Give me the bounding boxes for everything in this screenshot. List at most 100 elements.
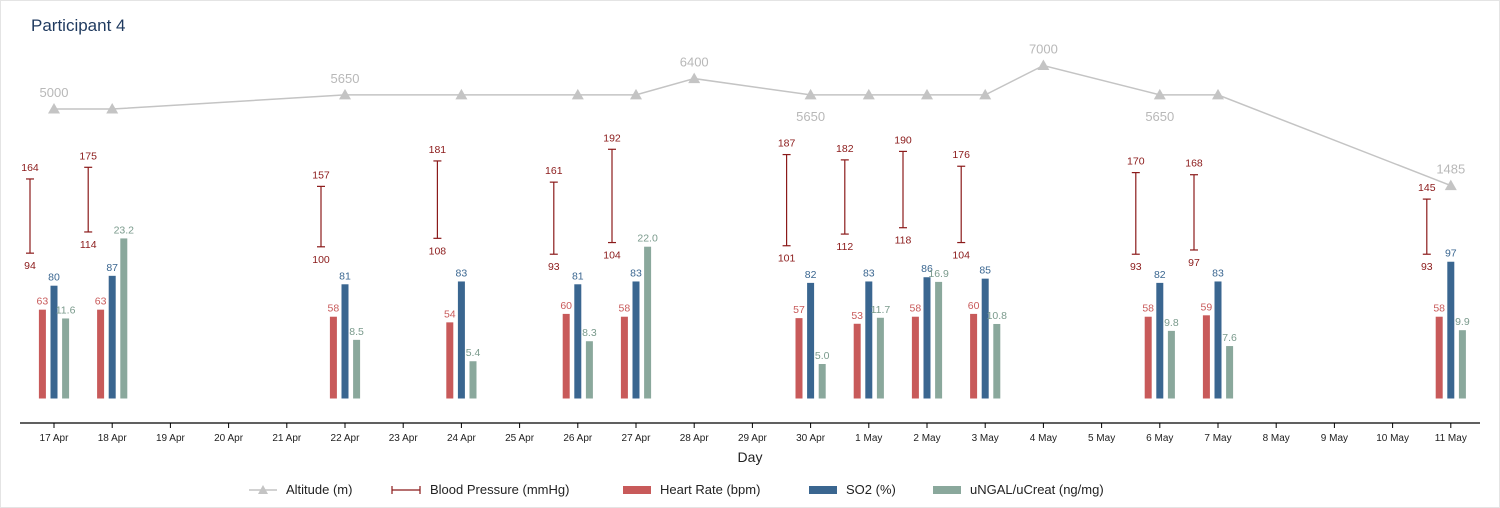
so2-bar (50, 285, 58, 399)
bp-diastolic-label: 101 (778, 253, 796, 265)
x-tick-label: 11 May (1435, 433, 1467, 444)
ungal-bar (935, 281, 943, 399)
so2-value-label: 83 (456, 267, 468, 279)
ungal-value-label: 5.0 (815, 350, 830, 362)
legend-label-heart-rate: Heart Rate (bpm) (660, 482, 761, 497)
so2-bar (574, 284, 582, 399)
legend-altitude-marker (249, 484, 277, 494)
ungal-bar (585, 341, 593, 399)
heart-rate-bar (853, 323, 861, 399)
bp-systolic-label: 168 (1185, 158, 1203, 170)
ungal-bar (993, 323, 1001, 399)
altitude-label: 5650 (331, 71, 360, 86)
so2-bar (923, 277, 931, 399)
legend-ungal-swatch (933, 485, 961, 494)
x-tick-label: 23 Apr (389, 433, 419, 444)
ungal-value-label: 10.8 (987, 310, 1008, 322)
altitude-point (1444, 179, 1457, 191)
legend-so2-swatch (809, 485, 837, 494)
bp-diastolic-label: 104 (952, 250, 970, 262)
so2-value-label: 86 (921, 263, 933, 275)
so2-bar (457, 281, 465, 399)
x-tick-label: 1 May (855, 433, 882, 444)
heart-rate-value-label: 63 (37, 296, 49, 308)
bp-diastolic-label: 104 (603, 250, 621, 262)
ungal-value-label: 5.4 (466, 347, 481, 359)
so2-bar (1156, 282, 1164, 399)
so2-value-label: 81 (339, 270, 351, 282)
bp-systolic-label: 181 (429, 144, 447, 156)
bp-systolic-label: 164 (21, 162, 39, 174)
heart-rate-value-label: 58 (328, 303, 340, 315)
altitude-point (630, 88, 642, 100)
ungal-value-label: 8.5 (349, 326, 364, 338)
so2-value-label: 97 (1445, 248, 1457, 260)
x-tick-label: 22 Apr (331, 433, 361, 444)
heart-rate-bar (97, 309, 105, 399)
legend-label-altitude: Altitude (m) (286, 482, 353, 497)
altitude-point (804, 88, 817, 100)
heart-rate-value-label: 59 (1201, 301, 1213, 313)
heart-rate-value-label: 54 (444, 308, 456, 320)
altitude-label: 5650 (796, 109, 825, 124)
ungal-value-label: 7.6 (1222, 332, 1237, 344)
bp-systolic-label: 192 (603, 132, 621, 144)
ungal-value-label: 11.7 (871, 304, 891, 316)
ungal-bar (876, 317, 884, 399)
ungal-value-label: 16.9 (928, 268, 949, 280)
x-tick-label: 20 Apr (214, 433, 244, 444)
altitude-label: 5000 (40, 85, 69, 100)
heart-rate-value-label: 57 (793, 304, 805, 316)
x-tick-label: 29 Apr (738, 433, 768, 444)
bp-diastolic-label: 118 (895, 235, 912, 247)
altitude-label: 5650 (1145, 109, 1174, 124)
heart-rate-value-label: 58 (1433, 303, 1445, 315)
bp-systolic-label: 190 (894, 134, 912, 146)
altitude-point (979, 88, 992, 100)
x-tick-label: 9 May (1321, 433, 1348, 444)
heart-rate-bar (446, 322, 454, 399)
altitude-label: 1485 (1436, 162, 1465, 177)
bp-diastolic-label: 93 (1130, 261, 1142, 273)
heart-rate-bar (911, 316, 919, 399)
so2-value-label: 83 (863, 267, 875, 279)
so2-value-label: 81 (572, 270, 584, 282)
legend-blood-pressure-marker (391, 485, 421, 494)
so2-value-label: 82 (1154, 269, 1166, 281)
bp-systolic-label: 157 (312, 169, 330, 181)
so2-bar (632, 281, 640, 399)
x-axis-title: Day (738, 449, 763, 465)
ungal-value-label: 11.6 (56, 304, 76, 316)
bp-systolic-label: 161 (545, 165, 563, 177)
x-tick-label: 10 May (1376, 433, 1409, 444)
altitude-point (48, 103, 60, 114)
so2-bar (341, 284, 349, 399)
bp-diastolic-label: 93 (1421, 261, 1433, 273)
x-tick-label: 18 Apr (98, 433, 128, 444)
bp-diastolic-label: 93 (548, 261, 560, 273)
x-tick-label: 26 Apr (563, 433, 593, 444)
heart-rate-bar (562, 313, 570, 399)
altitude-point (921, 88, 933, 100)
ungal-value-label: 22.0 (637, 233, 658, 245)
heart-rate-bar (1202, 315, 1210, 399)
heart-rate-value-label: 60 (560, 300, 572, 312)
x-tick-label: 8 May (1263, 433, 1290, 444)
bp-diastolic-label: 114 (80, 239, 97, 251)
legend-item-so2: SO2 (%) (808, 482, 896, 497)
legend-label-so2: SO2 (%) (846, 482, 896, 497)
altitude-label: 6400 (680, 55, 709, 70)
legend-heart-rate-swatch (623, 485, 651, 494)
x-tick-label: 30 Apr (796, 433, 826, 444)
chart-title: Participant 4 (31, 16, 126, 35)
ungal-bar (818, 364, 826, 399)
heart-rate-bar (1144, 316, 1152, 399)
x-tick-label: 24 Apr (447, 433, 477, 444)
ungal-bar (1458, 330, 1466, 399)
ungal-value-label: 9.9 (1455, 316, 1470, 328)
heart-rate-bar (795, 318, 803, 399)
ungal-bar (644, 246, 652, 399)
x-tick-label: 6 May (1146, 433, 1173, 444)
altitude-point (455, 88, 468, 100)
